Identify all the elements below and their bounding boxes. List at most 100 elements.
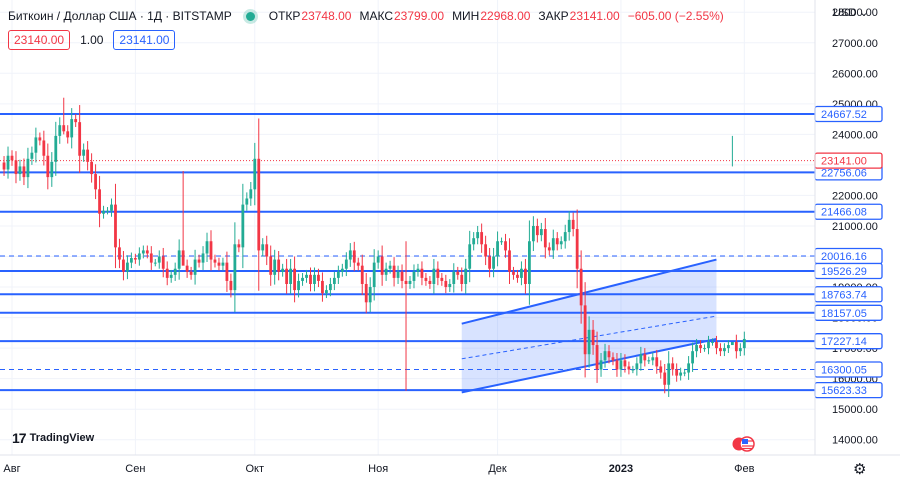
candle-body [559, 241, 563, 245]
bid-ask-row: 23140.00 1.00 23141.00 [8, 30, 176, 50]
level-label-text: 19526.29 [821, 266, 867, 278]
candle-body [114, 204, 117, 248]
candle-body [738, 348, 742, 352]
buy-price-button[interactable]: 23141.00 [113, 30, 176, 50]
candle-body [173, 268, 177, 275]
candles [2, 97, 746, 397]
candle-body [659, 366, 663, 373]
candle-body [635, 363, 639, 370]
price-tick-label: 28000.00 [832, 7, 878, 19]
candle-body [380, 256, 384, 275]
candle-body [452, 271, 456, 284]
candle-body [563, 232, 567, 242]
spread-value: 1.00 [80, 33, 104, 47]
candle-body [364, 283, 368, 303]
candle-body [619, 360, 623, 370]
candle-body [18, 166, 22, 175]
candle-body [237, 244, 241, 248]
candle-body [253, 158, 257, 190]
candle-body [133, 258, 137, 260]
candle-body [340, 268, 344, 272]
low-value: 22968.00 [480, 9, 531, 23]
candle-body [539, 229, 543, 236]
candle-body [325, 290, 328, 294]
candle-body [201, 253, 205, 263]
candle-body [679, 372, 683, 376]
candle-body [141, 250, 145, 254]
candle-body [603, 351, 607, 361]
candle-body [575, 229, 579, 269]
sell-price-button[interactable]: 23140.00 [8, 30, 71, 50]
candle-body [444, 280, 448, 288]
candle-body [468, 244, 472, 269]
us-flag-icon[interactable] [731, 436, 761, 452]
candle-body [476, 232, 480, 239]
market-status-dot-icon [245, 11, 255, 21]
candle-body [376, 256, 380, 263]
candle-body [555, 238, 559, 245]
candle-body [42, 140, 46, 156]
candle-body [571, 219, 575, 230]
price-tick-label: 15000.00 [832, 404, 878, 416]
candle-body [436, 268, 440, 278]
candle-body [62, 125, 66, 132]
candle-body [567, 219, 571, 233]
currency-selector[interactable]: USD ⌄ [833, 6, 869, 19]
candle-body [500, 241, 503, 243]
candle-body [591, 329, 595, 346]
time-tick-label: Дек [488, 463, 507, 475]
time-tick-label: Окт [246, 463, 265, 475]
symbol-title[interactable]: Биткоин / Доллар США · 1Д · BITSTAMP [8, 9, 232, 23]
candle-body [372, 262, 376, 288]
tradingview-logo[interactable]: 17 TradingView [12, 430, 94, 446]
candle-body [691, 351, 694, 364]
gear-icon[interactable]: ⚙ [853, 461, 867, 478]
candle-body [54, 135, 58, 162]
candle-body [241, 204, 245, 248]
candle-body [683, 372, 687, 374]
close-label: ЗАКР [538, 9, 569, 23]
candle-body [305, 274, 308, 278]
time-tick-label: Фев [734, 463, 754, 475]
candle-body [715, 342, 718, 349]
candle-body [74, 119, 78, 123]
candle-body [126, 262, 129, 272]
candle-body [627, 366, 631, 370]
level-label-text: 18763.74 [821, 289, 867, 301]
candle-body [707, 342, 710, 349]
candle-body [416, 268, 420, 272]
candle-body [675, 369, 679, 376]
price-tick-label: 22000.00 [832, 190, 878, 202]
candle-body [651, 357, 655, 361]
candle-body [225, 262, 229, 281]
candle-body [531, 225, 535, 242]
low-label: МИН [452, 9, 480, 23]
candle-body [583, 305, 587, 355]
candle-body [730, 342, 734, 346]
candle-body [671, 363, 675, 370]
candle-body [169, 274, 173, 278]
candle-body [543, 229, 547, 248]
price-axis: 14000.0015000.0016000.0017000.0018000.00… [814, 0, 900, 455]
candle-body [448, 283, 452, 288]
candle-body [663, 372, 667, 385]
candle-body [229, 280, 233, 291]
candle-body [504, 241, 507, 251]
candle-body [440, 277, 444, 281]
candle-body [157, 256, 161, 263]
candle-body [655, 357, 659, 367]
high-label: МАКС [359, 9, 393, 23]
candle-body [309, 274, 312, 284]
open-label: ОТКР [268, 9, 301, 23]
candle-body [464, 268, 468, 284]
candle-body [639, 354, 643, 364]
candle-body [205, 241, 209, 254]
candle-body [249, 189, 253, 199]
candle-body [396, 271, 400, 278]
candle-body [643, 354, 647, 361]
candle-body [587, 329, 591, 355]
candle-body [348, 250, 352, 260]
currency-label: USD [833, 7, 857, 19]
